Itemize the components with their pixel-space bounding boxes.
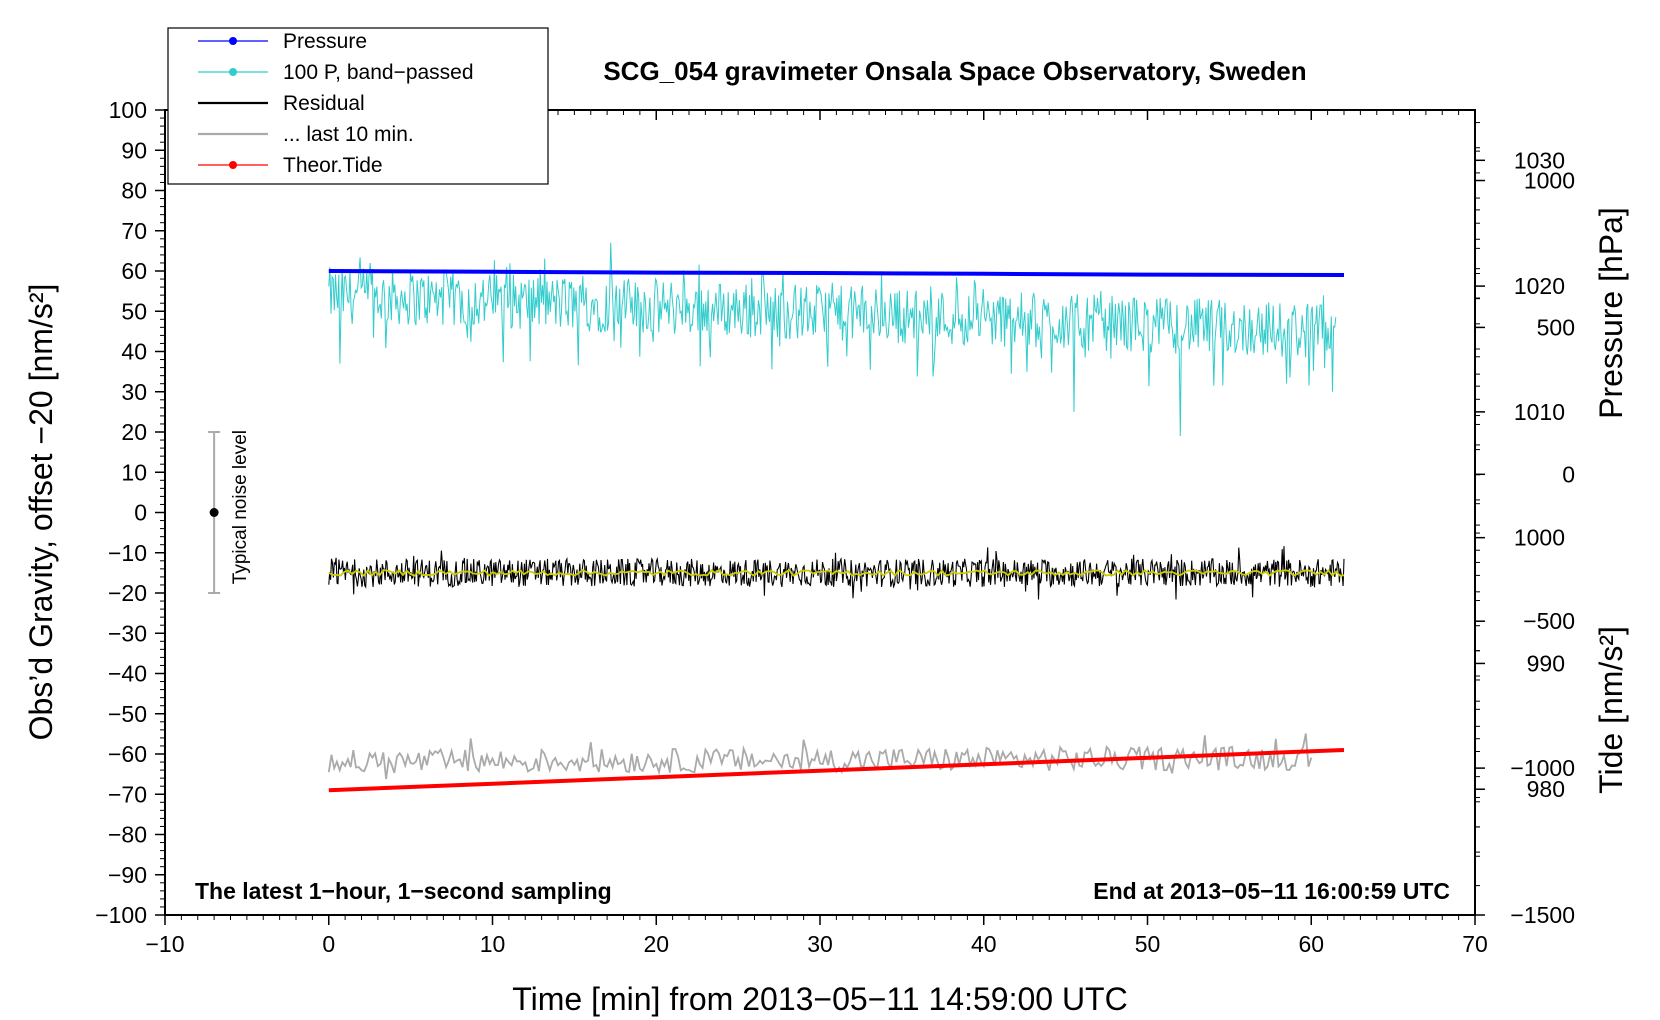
y-left-tick-label: 40 (121, 339, 147, 365)
x-tick-label: 20 (643, 931, 669, 957)
y-left-tick-label: −30 (108, 620, 147, 646)
y-left-tick-label: 10 (121, 459, 147, 485)
x-tick-label: 30 (807, 931, 833, 957)
legend-label: Pressure (283, 30, 367, 53)
pressure-tick-label: 980 (1527, 776, 1565, 802)
legend: Pressure 100 P, band−passed Residual ... la… (167, 27, 549, 185)
y-left-tick-label: 70 (121, 218, 147, 244)
y-axis-left-title: Obs’d Gravity, offset −20 [nm/s²] (23, 284, 59, 741)
series-pressure-line (328, 269, 1345, 277)
tide-tick-label: 1000 (1524, 168, 1575, 194)
y-axis-tide: 1000 500 0 −500 −1000 −1500 (1475, 150, 1575, 928)
x-tick-label: −10 (145, 931, 184, 957)
y-left-tick-label: −70 (108, 781, 147, 807)
legend-label: Residual (283, 92, 365, 115)
end-time-annotation: End at 2013−05−11 16:00:59 UTC (1093, 878, 1450, 904)
tide-tick-label: 500 (1537, 314, 1575, 340)
x-tick-label: 0 (322, 931, 335, 957)
tide-axis-title: Tide [nm/s²] (1593, 626, 1629, 794)
pressure-tick-label: 1010 (1514, 399, 1565, 425)
legend-label: 100 P, band−passed (283, 61, 474, 84)
y-left-tick-label: 50 (121, 298, 147, 324)
series-last10min-line (327, 733, 1313, 780)
tide-tick-label: −500 (1523, 608, 1575, 634)
legend-marker (229, 37, 237, 45)
sampling-annotation: The latest 1−hour, 1−second sampling (195, 878, 612, 904)
legend-box (167, 27, 549, 185)
x-tick-label: 40 (971, 931, 997, 957)
pressure-tick-label: 1030 (1514, 147, 1565, 173)
y-left-tick-label: 30 (121, 379, 147, 405)
y-left-tick-label: 0 (134, 500, 147, 526)
tide-tick-label: 0 (1562, 461, 1575, 487)
legend-marker (229, 68, 237, 76)
pressure-tick-label: 1020 (1514, 273, 1565, 299)
pressure-tick-label: 990 (1527, 650, 1565, 676)
y-left-tick-label: 100 (109, 97, 147, 123)
series-tide-line (328, 748, 1345, 793)
y-left-tick-label: 80 (121, 178, 147, 204)
legend-label: ... last 10 min. (283, 123, 414, 146)
y-axis-left: 1009080706050403020100−10−20−30−40−50−60… (95, 97, 165, 928)
noise-bar-dot (209, 508, 219, 517)
x-tick-label: 50 (1135, 931, 1161, 957)
legend-marker (229, 161, 237, 169)
pressure-axis-title: Pressure [hPa] (1593, 207, 1629, 419)
chart-title: SCG_054 gravimeter Onsala Space Observat… (603, 56, 1306, 86)
y-left-tick-label: −90 (108, 862, 147, 888)
x-axis: −10 0 10 20 30 40 50 60 70 (145, 110, 1488, 957)
y-left-tick-label: −60 (108, 741, 147, 767)
noise-level-bar (208, 431, 221, 594)
series-bandpassed-line (328, 242, 1337, 437)
series-layer (327, 242, 1345, 793)
noise-level-label: Typical noise level (230, 430, 251, 584)
plot-frame (164, 109, 1476, 916)
tide-tick-label: −1500 (1510, 902, 1575, 928)
x-tick-label: 10 (480, 931, 506, 957)
y-left-tick-label: 90 (121, 137, 147, 163)
y-left-tick-label: 60 (121, 258, 147, 284)
x-tick-label: 70 (1462, 931, 1488, 957)
y-left-tick-label: −50 (108, 701, 147, 727)
tide-tick-label: −1000 (1510, 755, 1575, 781)
y-left-tick-label: 20 (121, 419, 147, 445)
pressure-tick-label: 1000 (1514, 525, 1565, 551)
y-left-tick-label: −10 (108, 540, 147, 566)
y-left-tick-label: −20 (108, 580, 147, 606)
y-left-tick-label: −80 (108, 822, 147, 848)
legend-label: Theor.Tide (283, 154, 383, 177)
y-axis-pressure: 1030 1020 1010 1000 990 980 (1474, 110, 1565, 853)
x-axis-title: Time [min] from 2013−05−11 14:59:00 UTC (512, 981, 1127, 1017)
y-left-tick-label: −40 (108, 661, 147, 687)
x-tick-label: 60 (1298, 931, 1324, 957)
y-left-tick-label: −100 (95, 902, 147, 928)
series-residual-smoothed-line (328, 568, 1345, 578)
series-residual-line (328, 546, 1345, 600)
